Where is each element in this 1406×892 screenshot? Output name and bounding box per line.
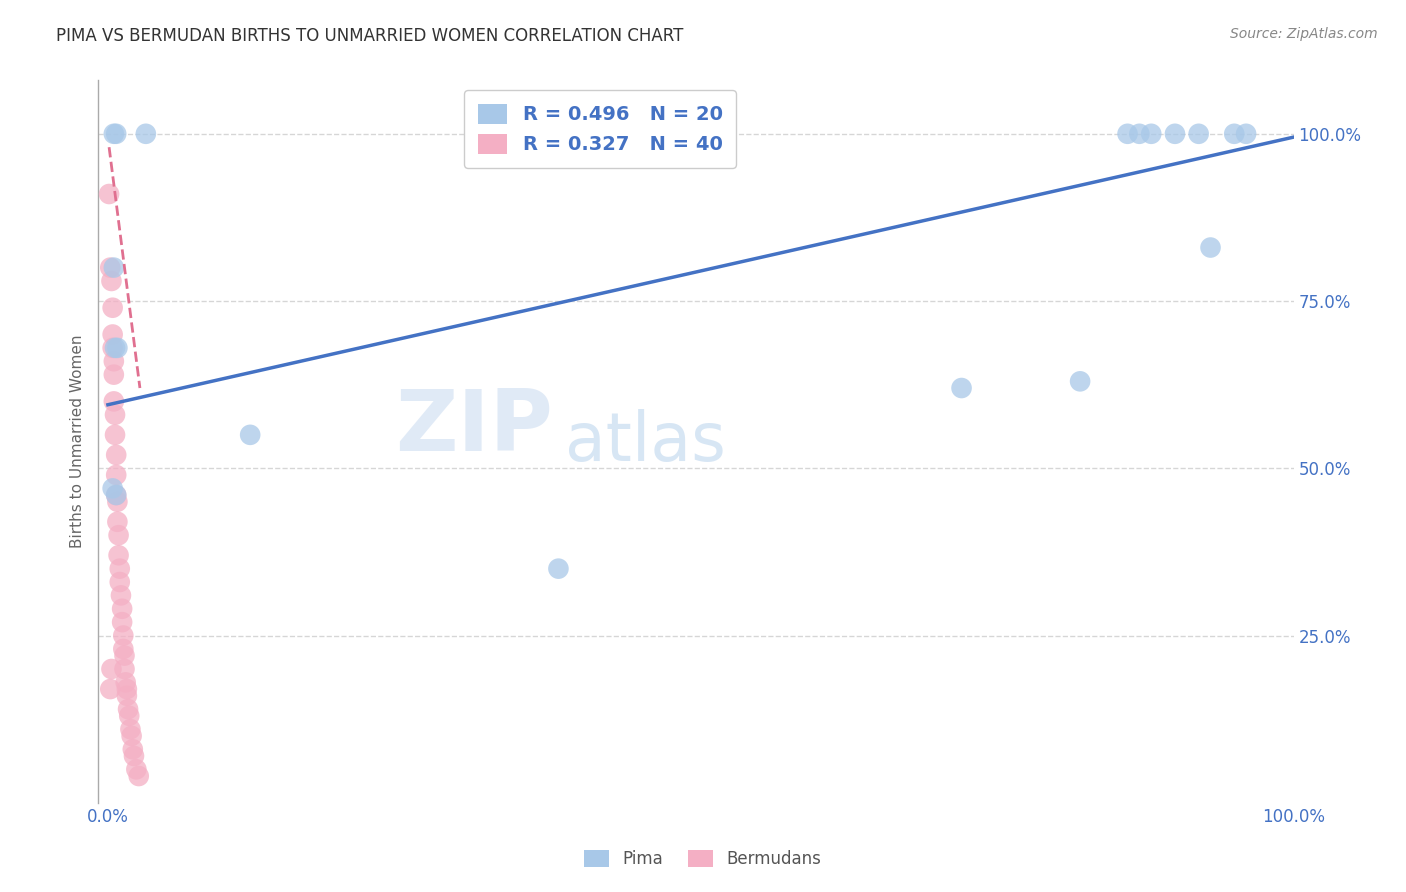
Point [115, 681, 138, 696]
Point [950, 381, 973, 395]
Point [105, 515, 128, 529]
Text: Source: ZipAtlas.com: Source: ZipAtlas.com [1230, 27, 1378, 41]
Point [103, 368, 125, 382]
Point [239, 427, 262, 442]
Point [104, 341, 127, 355]
Point [121, 729, 143, 743]
Point [111, 615, 134, 630]
Point [100, 274, 122, 288]
Point [108, 575, 131, 590]
Point [98, 260, 121, 275]
Point [112, 642, 135, 657]
Point [1234, 127, 1257, 141]
Point [114, 662, 136, 676]
Point [105, 127, 128, 141]
Point [1128, 127, 1150, 141]
Point [111, 602, 134, 616]
Point [101, 327, 124, 342]
Point [120, 723, 142, 737]
Point [135, 127, 157, 141]
Point [103, 260, 125, 275]
Point [114, 675, 136, 690]
Point [104, 408, 127, 422]
Point [122, 749, 145, 764]
Point [115, 689, 138, 703]
Point [98, 187, 121, 202]
Point [107, 548, 129, 563]
Point [1140, 127, 1163, 141]
Point [121, 742, 143, 756]
Legend: Pima, Bermudans: Pima, Bermudans [578, 843, 828, 875]
Point [101, 301, 124, 315]
Point [125, 762, 148, 776]
Point [1188, 127, 1211, 141]
Point [110, 589, 132, 603]
Point [114, 648, 136, 663]
Point [547, 562, 569, 576]
Text: atlas: atlas [565, 409, 725, 475]
Point [105, 494, 128, 508]
Point [105, 341, 128, 355]
Point [104, 427, 127, 442]
Y-axis label: Births to Unmarried Women: Births to Unmarried Women [69, 334, 84, 549]
Point [1116, 127, 1139, 141]
Point [117, 702, 139, 716]
Point [128, 769, 150, 783]
Point [105, 488, 128, 502]
Text: ZIP: ZIP [395, 385, 553, 468]
Point [103, 354, 125, 368]
Text: PIMA VS BERMUDAN BIRTHS TO UNMARRIED WOMEN CORRELATION CHART: PIMA VS BERMUDAN BIRTHS TO UNMARRIED WOM… [56, 27, 683, 45]
Point [101, 482, 124, 496]
Point [118, 708, 141, 723]
Point [98, 681, 121, 696]
Point [103, 127, 125, 141]
Point [1199, 241, 1222, 255]
Point [108, 562, 131, 576]
Point [1164, 127, 1187, 141]
Point [105, 467, 128, 482]
Point [105, 488, 128, 502]
Point [1223, 127, 1246, 141]
Point [105, 448, 128, 462]
Point [1069, 375, 1091, 389]
Point [103, 394, 125, 409]
Point [100, 662, 122, 676]
Point [112, 628, 135, 642]
Point [107, 528, 129, 542]
Point [101, 341, 124, 355]
Legend: R = 0.496   N = 20, R = 0.327   N = 40: R = 0.496 N = 20, R = 0.327 N = 40 [464, 90, 737, 168]
